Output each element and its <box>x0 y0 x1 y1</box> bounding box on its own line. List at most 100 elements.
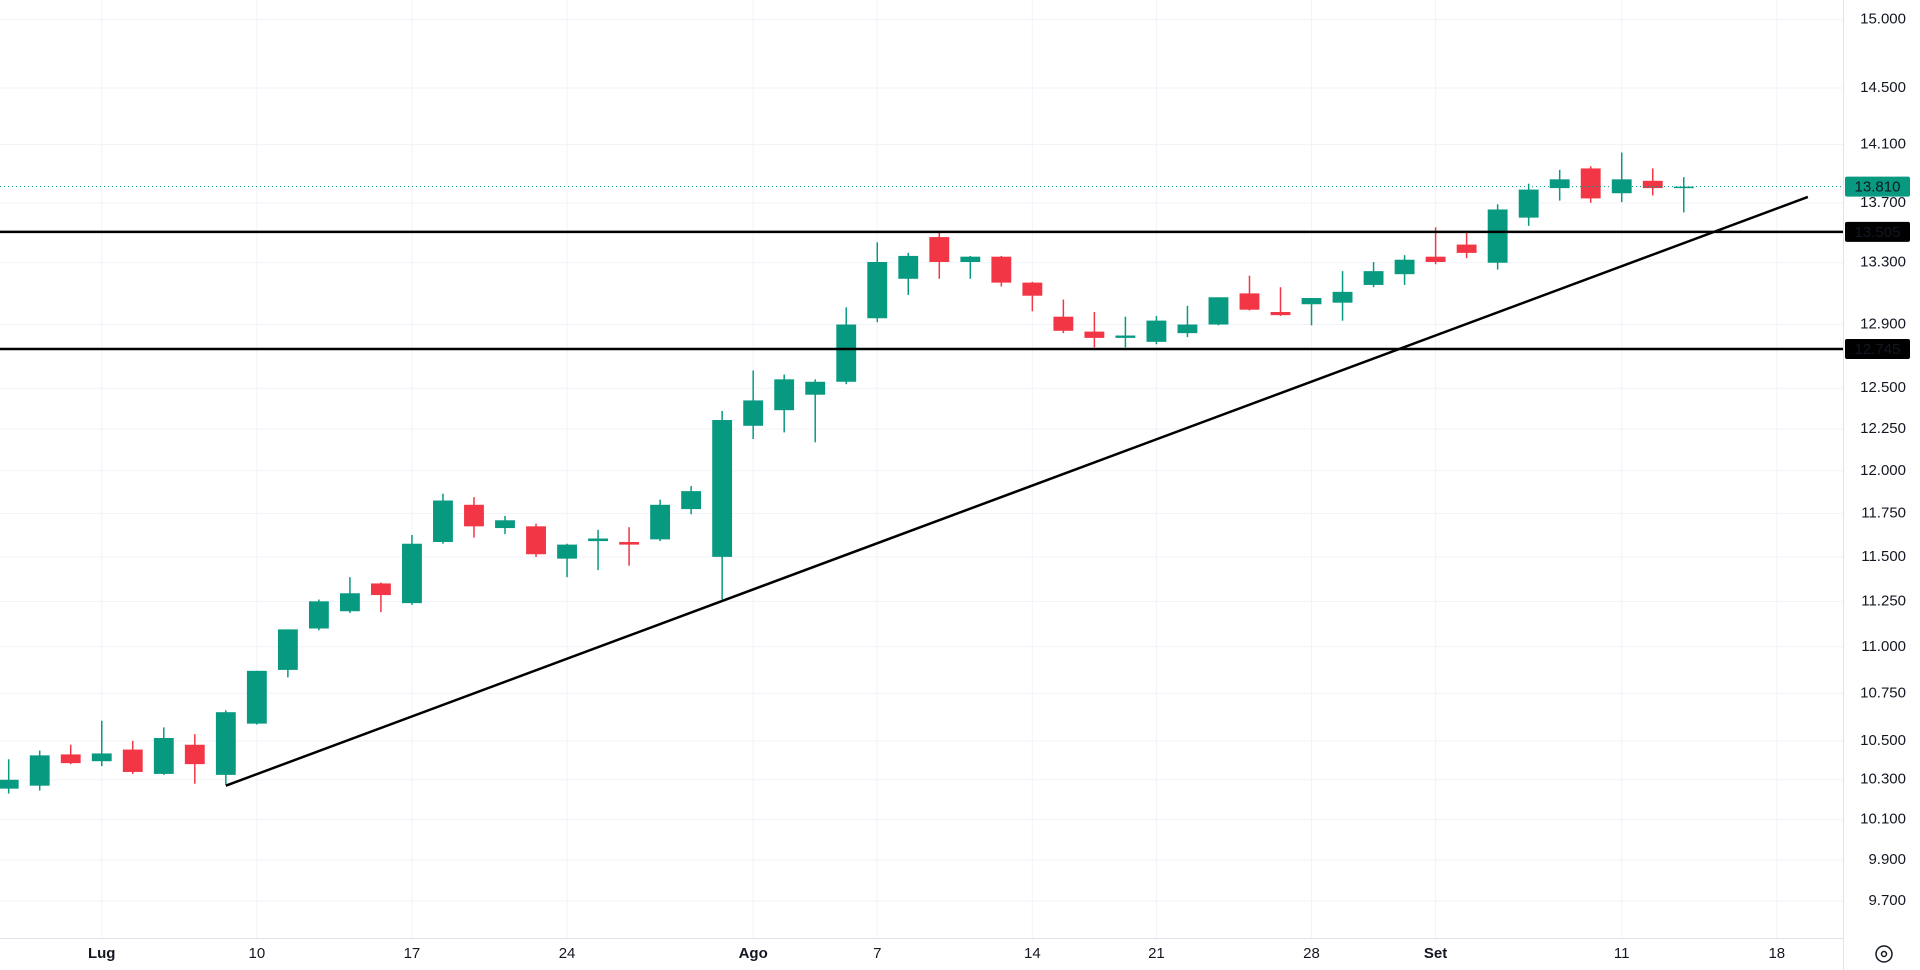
y-tick-label: 13.700 <box>1860 194 1906 211</box>
y-tick-label: 14.100 <box>1860 136 1906 153</box>
level-label-box <box>1845 338 1910 359</box>
x-tick-label: 7 <box>873 945 881 962</box>
candle-body <box>1611 179 1632 194</box>
candle-body <box>681 491 702 510</box>
candle-body <box>1239 293 1260 310</box>
y-tick-label: 15.000 <box>1860 10 1906 27</box>
y-tick-label: 10.750 <box>1860 684 1906 701</box>
y-tick-label: 10.300 <box>1860 771 1906 788</box>
candle-body <box>526 526 546 555</box>
y-tick-label: 12.000 <box>1860 462 1906 479</box>
candle-body <box>184 744 205 765</box>
candle-body <box>1270 312 1291 316</box>
candle-body <box>1394 259 1415 275</box>
candle-body <box>867 261 888 319</box>
settings-icon[interactable] <box>1875 945 1893 963</box>
grid <box>0 0 1843 938</box>
candle-body <box>1177 324 1198 334</box>
y-tick-label: 13.300 <box>1860 254 1906 271</box>
candle-body <box>588 538 608 542</box>
candle-body <box>650 504 671 540</box>
candle-body <box>991 256 1012 283</box>
candle-body <box>433 500 453 542</box>
y-tick-label: 11.000 <box>1861 638 1906 655</box>
candle-body <box>1580 168 1601 199</box>
candle-body <box>1425 256 1446 262</box>
y-tick-label: 10.100 <box>1860 810 1906 827</box>
x-tick-label: 14 <box>1024 945 1041 962</box>
candle-body <box>122 749 143 772</box>
y-tick-label: 11.750 <box>1861 504 1906 521</box>
candle-body <box>91 753 112 762</box>
y-tick-label: 12.900 <box>1860 315 1906 332</box>
y-tick-label: 11.250 <box>1861 592 1906 609</box>
candle-body <box>1456 244 1477 253</box>
x-tick-label: 24 <box>559 945 576 962</box>
x-tick-label: 28 <box>1303 945 1320 962</box>
candle-body <box>898 255 919 279</box>
candle-body <box>619 541 640 545</box>
x-tick-label: Lug <box>88 945 116 962</box>
y-tick-label: 12.250 <box>1860 420 1906 437</box>
plot <box>0 152 1843 794</box>
candle-body <box>464 504 484 527</box>
candle-body <box>29 755 50 786</box>
candle-body <box>215 712 236 775</box>
candle-body <box>805 381 826 395</box>
y-tick-label: 11.500 <box>1861 548 1906 565</box>
y-tick-label: 10.500 <box>1860 732 1906 749</box>
candle-body <box>743 400 764 426</box>
settings-center[interactable] <box>1880 950 1888 958</box>
candle-body <box>1332 291 1353 303</box>
candle-body <box>1053 316 1074 331</box>
candle-body <box>836 324 857 382</box>
candle-body <box>1363 271 1384 285</box>
candle-body <box>1301 298 1322 305</box>
candle-body <box>929 237 950 262</box>
x-tick-label: 17 <box>404 945 421 962</box>
y-tick-label: 9.700 <box>1868 892 1906 909</box>
candle-body <box>1673 186 1694 189</box>
candle-body <box>308 601 329 629</box>
candle-body <box>277 629 298 670</box>
x-tick-label: 18 <box>1768 945 1785 962</box>
candle-body <box>1084 331 1105 338</box>
candle-body <box>0 779 19 789</box>
x-tick-label: Ago <box>739 945 768 962</box>
settings-ring[interactable] <box>1875 945 1893 963</box>
candle-body <box>1022 282 1043 296</box>
candle-body <box>1208 297 1229 325</box>
x-tick-label: Set <box>1424 945 1447 962</box>
candle-body <box>495 520 515 529</box>
candle-body <box>370 583 391 596</box>
last-price-box <box>1845 176 1910 197</box>
candle-body <box>557 544 577 559</box>
axes: 15.000 14.500 14.100 13.700 13.300 12.900 12.5… <box>88 10 1910 962</box>
level-label: 13.505 <box>1855 224 1901 241</box>
y-tick-label: 9.900 <box>1868 851 1906 868</box>
x-tick-label: 21 <box>1148 945 1165 962</box>
candle-body <box>60 754 81 764</box>
candle-body <box>1115 335 1136 338</box>
candle-body <box>712 420 733 557</box>
y-tick-label: 14.500 <box>1860 79 1906 96</box>
candle-body <box>1642 180 1663 189</box>
y-tick-label: 12.500 <box>1860 379 1906 396</box>
candle-body <box>1549 179 1570 189</box>
x-tick-label: 11 <box>1614 945 1630 962</box>
level-label-box <box>1845 221 1910 242</box>
candle-body <box>1487 209 1508 263</box>
candle-body <box>1146 320 1167 342</box>
last-price-label: 13.810 <box>1855 179 1901 196</box>
level-label: 12.745 <box>1855 341 1901 358</box>
trend-line <box>225 195 1809 787</box>
candle-body <box>246 670 267 724</box>
candle-body <box>153 737 174 774</box>
x-tick-label: 10 <box>249 945 266 962</box>
candle-body <box>1518 189 1539 218</box>
candle-body <box>774 379 795 411</box>
candle-body <box>960 256 981 262</box>
